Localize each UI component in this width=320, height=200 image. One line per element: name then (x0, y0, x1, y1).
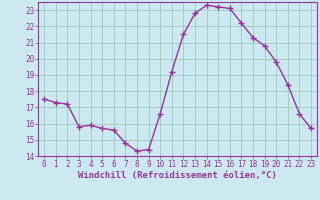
X-axis label: Windchill (Refroidissement éolien,°C): Windchill (Refroidissement éolien,°C) (78, 171, 277, 180)
